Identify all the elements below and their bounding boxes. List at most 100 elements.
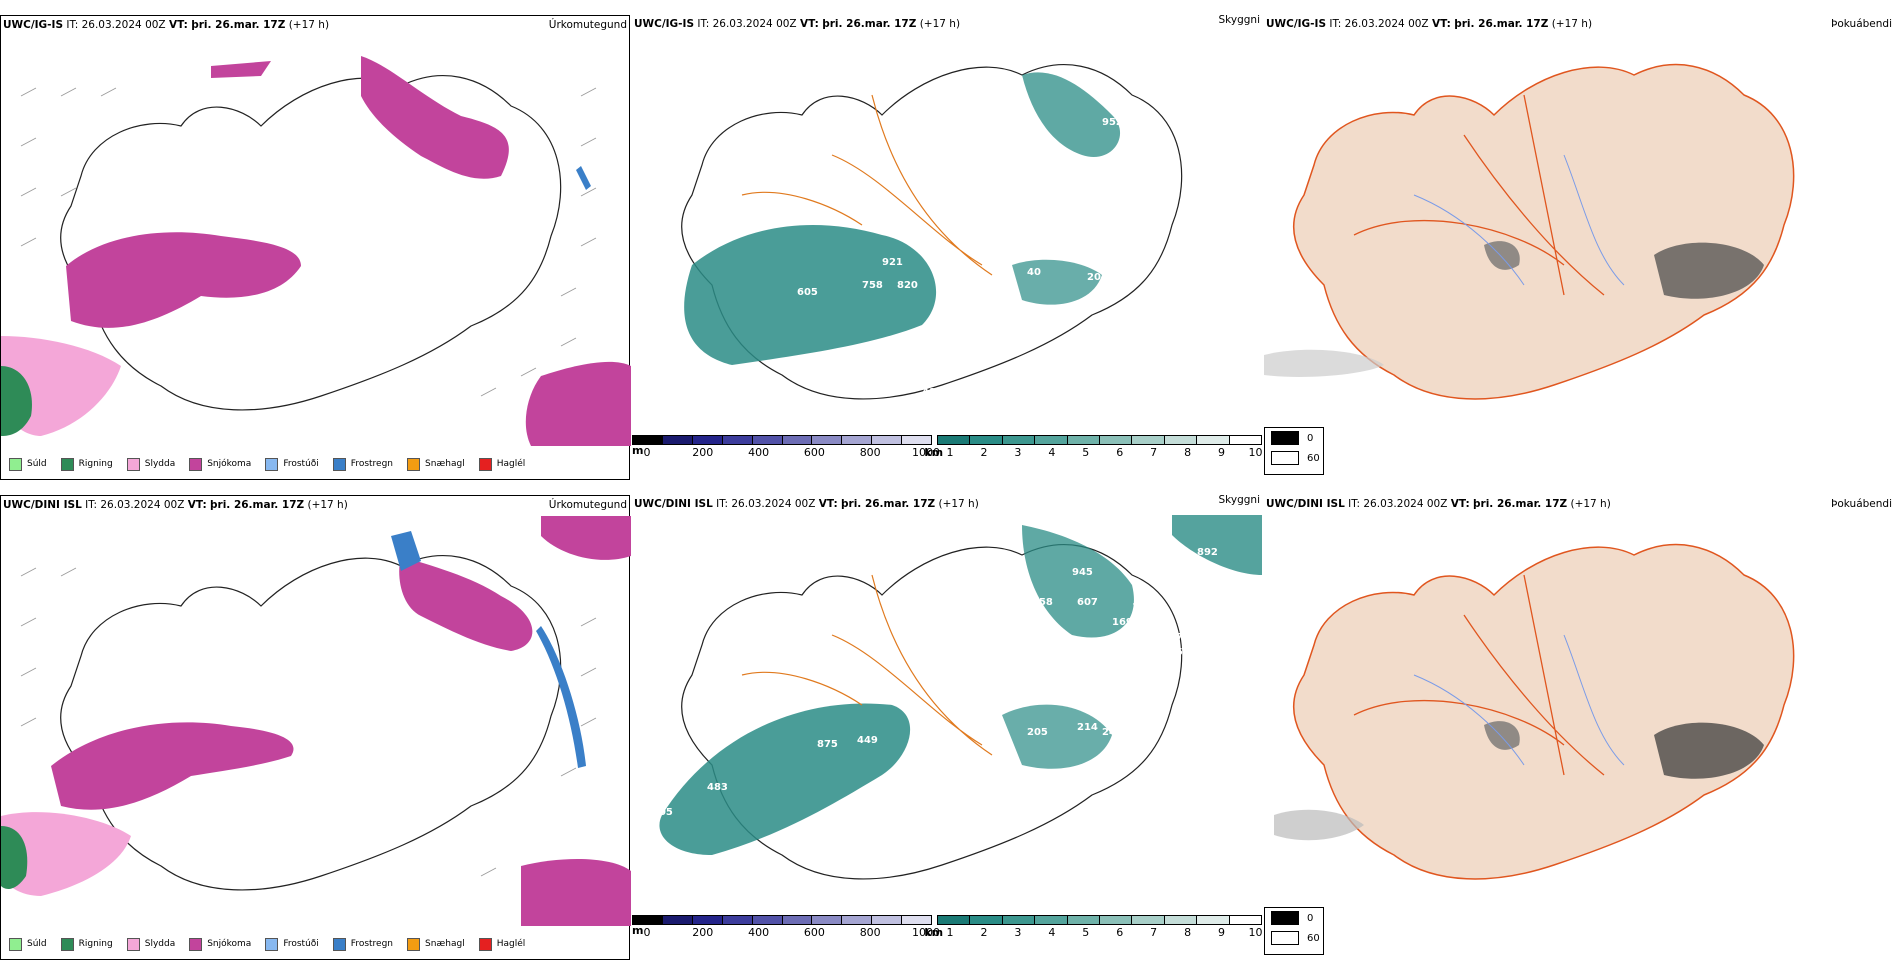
visibility-value-labels: 945 658 607 137 169 367 230 355 892 229 205 214 244 8… [652, 547, 1218, 838]
rain-area [1, 826, 28, 889]
colorbar-tick: 400 [748, 926, 770, 939]
legend-swatch-icon [407, 937, 421, 951]
fog-area [1654, 722, 1764, 779]
snow-area [51, 722, 294, 810]
fog-legend-label: 60 [1307, 452, 1320, 464]
fog-area [1274, 809, 1364, 841]
colorbar-km: 1 2 3 4 5 6 7 8 9 10 km [924, 915, 1263, 939]
colorbar-cell [782, 436, 813, 444]
model-name: UWC/DINI ISL [1266, 498, 1345, 510]
precip-legend: Súld Rigning Slydda Snjókoma Frostúði Frostre… [1, 453, 629, 475]
legend-item: Frostúði [265, 457, 319, 471]
fog-legend-item: 60 [1265, 448, 1323, 468]
colorbar-tick: 0 [643, 926, 651, 939]
colorbar-cell [782, 916, 813, 924]
it-label: IT: [716, 498, 729, 510]
fog-legend-label: 60 [1307, 932, 1320, 944]
valid-time: þri. 26.mar. 17Z [1473, 498, 1568, 510]
low-visibility-area [1002, 704, 1112, 769]
colorbar-cell [662, 436, 693, 444]
vt-label: VT: [1431, 18, 1451, 30]
visibility-value: 169 [1112, 617, 1133, 628]
visibility-value: 518 [827, 217, 848, 228]
it-label: IT: [697, 18, 710, 30]
roads [1353, 94, 1605, 296]
init-time: 26.03.2024 00Z [81, 19, 166, 31]
colorbar-tick: 1000 [912, 446, 940, 459]
legend-label: Frostúði [283, 459, 319, 469]
colorbar-cell [872, 916, 903, 924]
visibility-value: 214 [1077, 722, 1098, 733]
colorbar-cell [812, 436, 843, 444]
legend-label: Frostregn [350, 939, 394, 949]
legend-item: Haglél [478, 457, 525, 471]
init-time: 26.03.2024 00Z [712, 18, 797, 30]
fog-legend-item: 0 [1265, 908, 1323, 928]
colorbar-cell [842, 436, 873, 444]
model-name: UWC/DINI ISL [634, 498, 713, 510]
colorbar-cell [902, 916, 932, 924]
legend-swatch-icon [60, 457, 74, 471]
visibility-value: 33 [1127, 147, 1141, 158]
legend-item: Rigning [60, 937, 113, 951]
legend-swatch-icon [126, 457, 140, 471]
legend-swatch-icon [189, 937, 203, 951]
colorbar-tick: 9 [1218, 926, 1226, 939]
visibility-value: 607 [1077, 597, 1098, 608]
colorbar-cell [1067, 916, 1101, 924]
it-label: IT: [1348, 498, 1361, 510]
visibility-value: 355 [1162, 647, 1183, 658]
snow-area [66, 232, 301, 328]
colorbar-cell [692, 916, 723, 924]
snow-area [399, 556, 533, 651]
legend-label: Rigning [78, 939, 113, 949]
visibility-map: 952 33 518 921 758 820 605 40 20 310 41 [667, 64, 1183, 400]
init-time: 26.03.2024 00Z [100, 499, 185, 511]
legend-label: Snjókoma [207, 939, 252, 949]
legend-swatch-icon [478, 937, 492, 951]
panel-title: Þokuábendi [1831, 18, 1892, 30]
snow-area [361, 56, 509, 179]
colorbar-tick: 200 [692, 926, 714, 939]
rivers [1413, 634, 1625, 766]
colorbar-tick: 2 [980, 446, 988, 459]
init-time: 26.03.2024 00Z [731, 498, 816, 510]
visibility-value: 921 [882, 257, 903, 268]
legend-label: Snæhagl [425, 459, 465, 469]
lead-time: (+17 h) [919, 18, 961, 30]
unit-km: km [924, 446, 944, 459]
low-visibility-area [1012, 259, 1102, 305]
iceland-outline [60, 555, 562, 891]
colorbar-tick: 4 [1048, 926, 1056, 939]
colorbar-tick: 2 [980, 926, 988, 939]
fog-legend-item: 60 [1265, 928, 1323, 948]
visibility-value: 310 [667, 357, 688, 368]
colorbar-cell [1164, 916, 1198, 924]
legend-label: Súld [27, 939, 47, 949]
low-visibility-area [1172, 515, 1262, 575]
colorbar-cell [752, 916, 783, 924]
vt-label: VT: [168, 19, 188, 31]
valid-time: þri. 26.mar. 17Z [191, 19, 286, 31]
colorbar-cell [970, 436, 1003, 444]
panel-header: UWC/DINI ISL IT: 26.03.2024 00Z VT: þri.… [632, 494, 1262, 513]
visibility-value: 20 [1087, 272, 1101, 283]
colorbar-tick: 9 [1218, 446, 1226, 459]
legend-item: Súld [9, 457, 47, 471]
legend-swatch-icon [407, 457, 421, 471]
colorbar-cell [872, 436, 903, 444]
colorbar-cell [662, 916, 693, 924]
visibility-value: 205 [1027, 727, 1048, 738]
legend-swatch-icon [189, 457, 203, 471]
colorbar-cell [812, 916, 843, 924]
legend-label: Slydda [144, 939, 176, 949]
legend-item: Frostregn [332, 937, 394, 951]
legend-label: Frostregn [350, 459, 394, 469]
snow-area [521, 859, 631, 926]
visibility-value: 244 [1102, 727, 1123, 738]
fog-swatch-icon [1271, 431, 1299, 445]
colorbar-tick: 800 [859, 446, 881, 459]
visibility-value: 892 [1197, 547, 1218, 558]
colorbar-m: 0 200 400 600 800 1000 m [632, 915, 940, 939]
precip-type-map [1, 56, 631, 446]
